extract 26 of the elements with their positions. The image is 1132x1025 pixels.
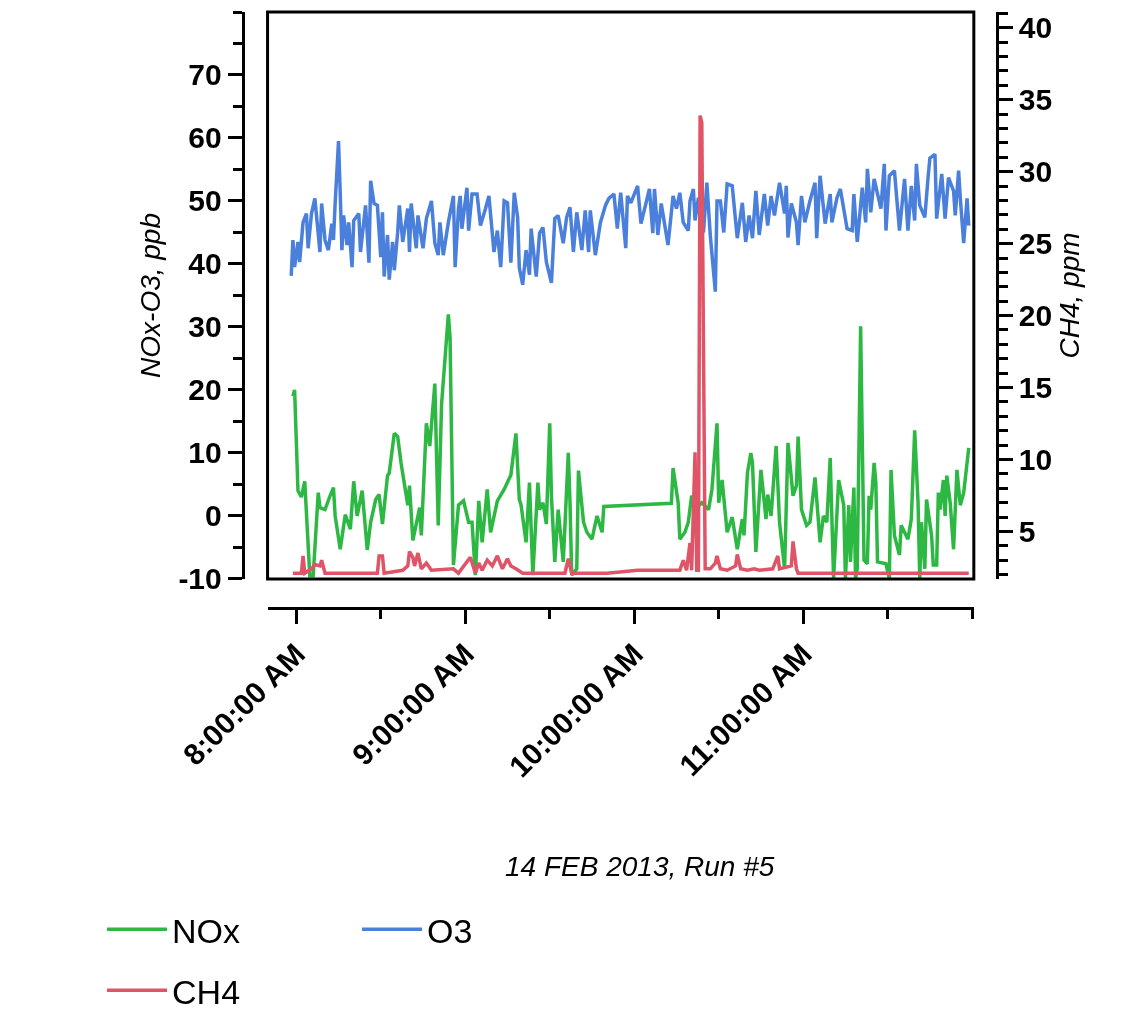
legend-label: CH4: [172, 972, 241, 1011]
y-tick-label: 50: [188, 184, 222, 218]
legend-label: NOx: [172, 911, 241, 950]
y-tick-label: 60: [188, 121, 222, 155]
y2-axis-title: CH4, ppm: [1054, 232, 1086, 359]
y2-tick-label: 25: [1018, 227, 1053, 261]
y-tick-label: -10: [178, 562, 222, 596]
y2-tick-label: 30: [1018, 155, 1053, 189]
y-tick-label: 20: [188, 373, 222, 407]
legend-label: O3: [427, 911, 473, 950]
y-tick-label: 40: [188, 247, 222, 281]
line-series: [291, 312, 971, 579]
y2-tick-label: 15: [1018, 371, 1053, 405]
y-tick-label: 10: [188, 436, 222, 470]
y-axis-title: NOx-O3, ppb: [135, 212, 167, 378]
y-tick-label: 70: [188, 58, 222, 92]
y2-tick-label: 35: [1018, 83, 1053, 117]
y2-tick-label: 5: [1018, 514, 1036, 548]
x-axis-title: 14 FEB 2013, Run #5: [505, 851, 775, 882]
line-series: [289, 139, 971, 294]
y-tick-label: 30: [188, 310, 222, 344]
y2-tick-label: 20: [1018, 299, 1053, 333]
y-tick-label: 0: [205, 499, 222, 533]
y2-tick-label: 40: [1018, 11, 1053, 45]
y2-tick-label: 10: [1018, 442, 1053, 476]
line-series: [291, 113, 971, 575]
